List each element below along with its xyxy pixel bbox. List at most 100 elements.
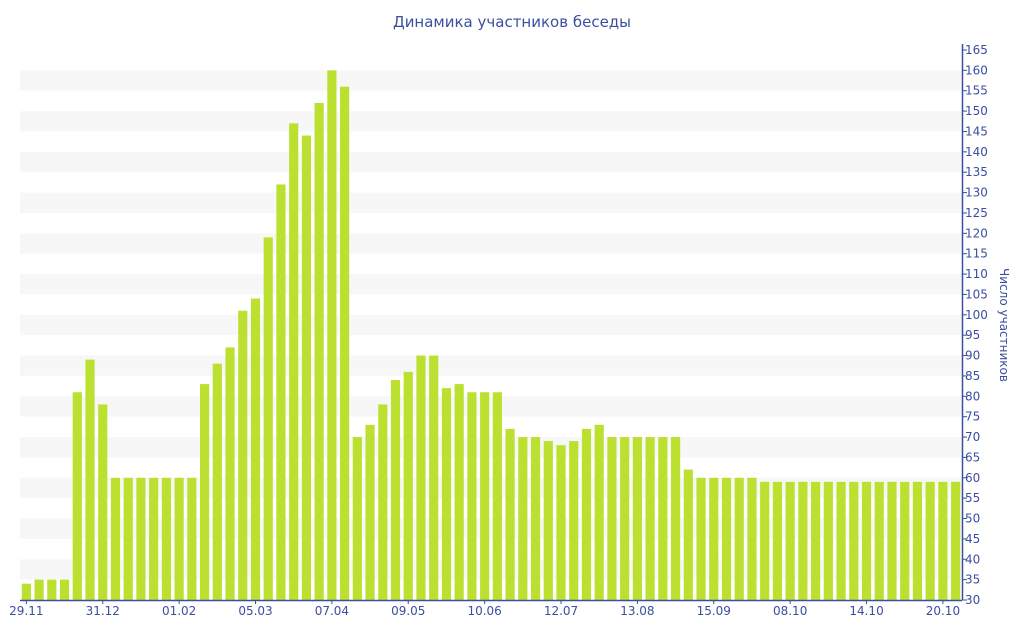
bar [721,477,732,600]
bar [569,441,579,600]
bar [505,428,515,600]
bar [416,355,426,600]
y-tick-label: 140 [965,145,988,159]
y-tick-label: 50 [965,512,980,526]
bar [263,237,273,600]
bar [352,437,362,600]
grid-band [20,70,962,91]
grid-band [20,233,962,254]
bar [85,359,95,600]
chart-title: Динамика участников беседы [392,13,632,31]
grid-band [20,314,962,336]
bar [594,424,604,600]
y-tick-label: 85 [965,369,980,383]
y-tick-label: 100 [965,308,988,322]
bar [21,583,31,600]
x-tick-label: 14.10 [849,604,883,618]
bar [823,481,833,600]
y-tick-label: 55 [965,491,980,505]
y-tick-label: 90 [965,349,980,363]
bar [187,477,197,600]
grid-band [20,477,962,499]
y-tick-label: 155 [965,84,988,98]
y-tick-label: 160 [965,63,988,77]
x-tick-label: 07.04 [315,604,349,618]
y-tick-label: 80 [965,389,980,403]
bar [798,481,808,600]
x-tick-label: 12.07 [544,604,578,618]
grid-band [20,274,962,295]
bar [161,477,171,600]
y-tick-label: 35 [965,573,980,587]
bar [110,477,121,600]
x-tick-label: 13.08 [620,604,654,618]
x-tick-label: 08.10 [773,604,807,618]
bar [212,363,222,600]
bar [276,184,286,600]
bar [951,481,961,600]
bar [849,481,859,600]
bar [900,481,910,600]
bar [543,441,553,600]
bar [327,70,337,601]
grid-band [20,192,962,213]
bar [378,404,388,600]
bar [785,481,795,600]
bar [238,310,248,600]
y-tick-label: 105 [965,287,988,301]
bar [340,86,350,600]
bar [289,123,299,600]
y-tick-label: 135 [965,165,988,179]
x-tick-label: 09.05 [391,604,425,618]
x-tick-label: 31.12 [86,604,120,618]
x-tick-label: 05.03 [238,604,272,618]
y-tick-label: 70 [965,430,980,444]
y-tick-label: 65 [965,450,980,464]
bar [581,428,592,600]
bar [530,437,541,600]
bar [250,298,261,600]
bar [429,355,439,600]
bar [658,437,668,600]
bar [492,392,502,600]
bar [607,437,617,600]
y-tick-label: 110 [965,267,988,281]
x-tick-label: 15.09 [697,604,731,618]
y-tick-label: 145 [965,124,988,138]
bar [912,481,923,600]
bar [390,380,401,600]
bar [72,392,82,600]
bar [734,477,744,600]
grid-band [20,559,962,580]
bar [696,477,706,600]
bar [314,102,324,601]
bar [747,477,757,600]
y-tick-label: 75 [965,410,980,424]
bar [925,481,935,600]
bar [441,388,452,600]
bar [225,347,235,600]
y-tick-label: 30 [965,593,980,607]
y-axis-label: Число участников [997,268,1011,382]
bar [645,437,655,600]
bar [365,424,375,600]
y-tick-label: 120 [965,226,988,240]
bar [47,579,57,600]
bar [620,437,630,600]
bar [301,135,312,601]
grid-band [20,396,962,417]
bar [874,481,884,600]
bar [683,469,693,600]
y-tick-label: 115 [965,247,988,261]
bar [34,579,44,600]
y-tick-label: 150 [965,104,988,118]
bar [811,481,821,600]
grid-band [20,111,962,132]
bar [887,481,897,600]
y-tick-label: 165 [965,43,988,57]
bar [467,392,477,600]
bar [123,477,133,600]
bar [772,481,783,600]
x-tick-label: 10.06 [467,604,501,618]
